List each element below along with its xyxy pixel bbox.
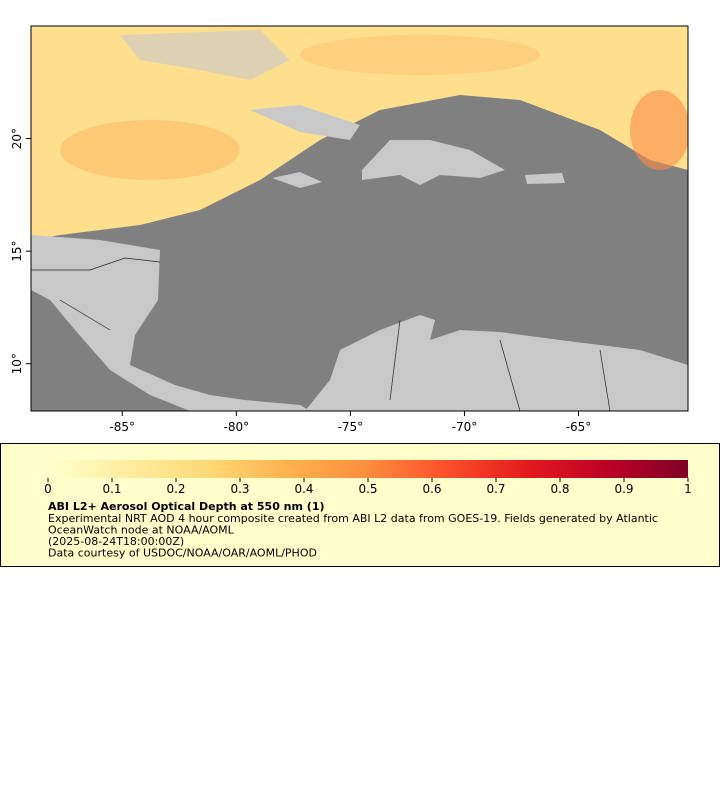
- colorbar-tick-label: 0.7: [486, 482, 505, 496]
- aerosol-field: [31, 26, 688, 240]
- caption-line: OceanWatch node at NOAA/AOML: [48, 524, 235, 537]
- colorbar-tick-label: 0.9: [614, 482, 633, 496]
- x-tick-label: -75°: [338, 420, 364, 434]
- caption-line: Experimental NRT AOD 4 hour composite cr…: [48, 512, 658, 525]
- aerosol-patch: [60, 120, 240, 180]
- legend-title: ABI L2+ Aerosol Optical Depth at 550 nm …: [48, 500, 325, 513]
- map: [31, 26, 688, 411]
- x-tick-label: -70°: [452, 420, 478, 434]
- colorbar-tick-label: 0.5: [358, 482, 377, 496]
- land: [305, 315, 688, 411]
- colorbar-tick-label: 0.6: [422, 482, 441, 496]
- y-tick-label: 15°: [10, 241, 24, 262]
- colorbar-tick-label: 0: [44, 482, 52, 496]
- x-tick-label: -85°: [109, 420, 135, 434]
- map-frame: [30, 25, 689, 412]
- x-tick-label: -65°: [566, 420, 592, 434]
- colorbar-tick-label: 1: [684, 482, 692, 496]
- caption: Experimental NRT AOD 4 hour composite cr…: [48, 512, 658, 560]
- aerosol-patch: [630, 90, 688, 170]
- colorbar-tick-label: 0.2: [166, 482, 185, 496]
- land: [272, 172, 322, 188]
- colorbar-tick-label: 0.4: [294, 482, 313, 496]
- colorbar-tick-label: 0.8: [550, 482, 569, 496]
- border: [31, 257, 611, 411]
- land: [250, 105, 360, 140]
- y-tick-label: 10°: [10, 353, 24, 374]
- land: [31, 235, 310, 411]
- colorbar: [48, 460, 688, 478]
- colorbar-tick-label: 0.3: [230, 482, 249, 496]
- land: [362, 140, 505, 185]
- x-tick-label: -80°: [224, 420, 250, 434]
- land: [525, 173, 565, 184]
- colorbar-tick-label: 0.1: [102, 482, 121, 496]
- caption-line: Data courtesy of USDOC/NOAA/OAR/AOML/PHO…: [48, 547, 317, 560]
- caption-line: (2025-08-24T18:00:00Z): [48, 535, 184, 548]
- y-tick-label: 20°: [10, 128, 24, 149]
- aerosol-patch: [300, 35, 540, 75]
- land: [120, 30, 290, 80]
